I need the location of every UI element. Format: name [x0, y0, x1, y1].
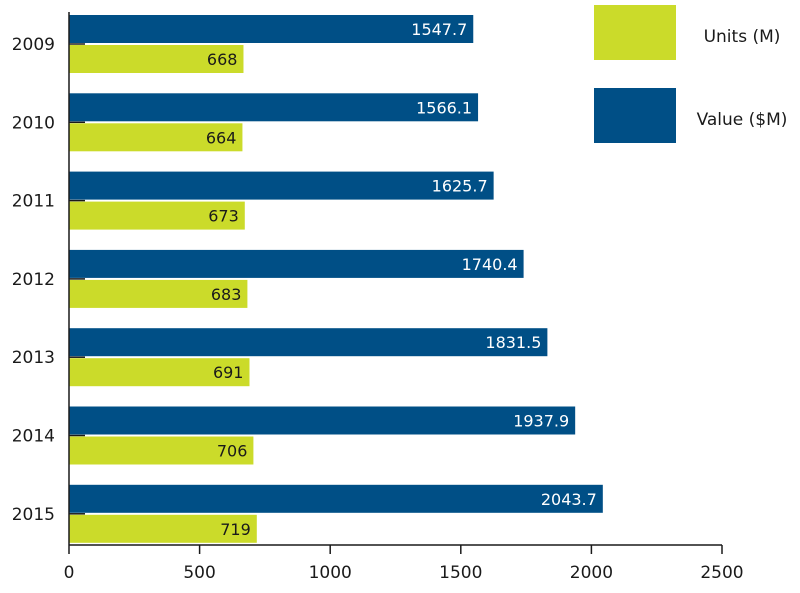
bar-units-2012: [69, 279, 248, 308]
y-tick-label-2012: 2012: [12, 270, 55, 290]
bar-value-2009: [69, 15, 474, 43]
bar-units-2011: [69, 201, 245, 230]
legend-swatch-value: [594, 88, 676, 143]
y-tick-label-2011: 2011: [12, 192, 55, 212]
data-label-value-2015: 2043.7: [541, 490, 597, 509]
data-label-value-2013: 1831.5: [485, 333, 541, 352]
bar-value-2014: [69, 406, 576, 435]
data-label-units-2012: 683: [211, 285, 242, 304]
data-label-units-2011: 673: [208, 207, 239, 226]
bars-layer: 1547.7 668 1566.1 664 1625.7 673 1740.4 683 1831…: [69, 15, 603, 543]
bar-value-2013: [69, 328, 548, 357]
y-tick-label-2015: 2015: [12, 505, 55, 525]
y-tick-label-2014: 2014: [12, 427, 55, 447]
bar-units-2014: [69, 436, 254, 465]
bar-units-2015: [69, 514, 257, 543]
bar-value-2012: [69, 249, 524, 278]
data-label-units-2015: 719: [220, 520, 251, 539]
data-label-value-2009: 1547.7: [411, 20, 467, 39]
bar-value-2015: [69, 484, 603, 513]
data-label-value-2011: 1625.7: [432, 177, 488, 196]
bar-units-2013: [69, 358, 250, 387]
bar-units-2009: [69, 45, 244, 73]
legend-label-units: Units (M): [704, 27, 781, 47]
bar-value-2011: [69, 171, 494, 200]
data-label-value-2014: 1937.9: [513, 412, 569, 431]
data-label-value-2012: 1740.4: [462, 255, 518, 274]
y-tick-label-2009: 2009: [12, 35, 55, 55]
data-label-units-2009: 668: [207, 50, 238, 69]
legend: Units (M) Value ($M): [594, 5, 787, 143]
x-tick-label-2000: 2000: [570, 563, 613, 583]
bar-value-2010: [69, 93, 479, 122]
x-tick-label-500: 500: [183, 563, 215, 583]
x-tick-label-1000: 1000: [309, 563, 352, 583]
legend-label-value: Value ($M): [697, 110, 788, 130]
data-label-units-2013: 691: [213, 363, 244, 382]
axes-layer: 2009 2010 2011 2012 2013 2014 2015 0 500 1000 1500…: [12, 12, 744, 583]
x-tick-label-1500: 1500: [439, 563, 482, 583]
y-tick-label-2010: 2010: [12, 113, 55, 133]
data-label-units-2014: 706: [217, 442, 248, 461]
bar-units-2010: [69, 123, 243, 152]
legend-swatch-units: [594, 5, 676, 60]
data-label-value-2010: 1566.1: [416, 98, 472, 117]
data-label-units-2010: 664: [206, 128, 237, 147]
x-tick-label-0: 0: [64, 563, 75, 583]
y-tick-label-2013: 2013: [12, 348, 55, 368]
x-tick-label-2500: 2500: [700, 563, 743, 583]
